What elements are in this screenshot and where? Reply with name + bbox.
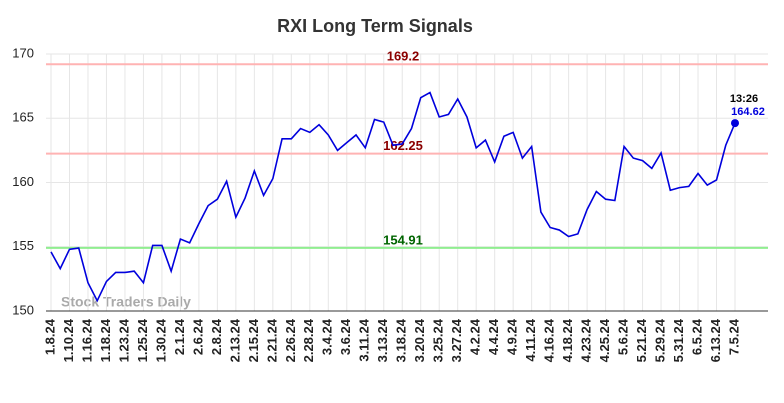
x-tick-label: 4.25.24 xyxy=(597,318,612,362)
watermark: Stock Traders Daily xyxy=(61,294,191,310)
y-tick-label: 170 xyxy=(12,45,34,60)
x-tick-label: 3.20.24 xyxy=(412,318,427,362)
x-tick-label: 3.27.24 xyxy=(449,318,464,362)
x-tick-label: 4.4.24 xyxy=(486,318,501,355)
x-tick-label: 3.18.24 xyxy=(394,318,409,362)
x-tick-label: 2.1.24 xyxy=(172,318,187,355)
x-tick-label: 1.18.24 xyxy=(98,318,113,362)
x-tick-label: 1.10.24 xyxy=(61,318,76,362)
y-tick-label: 150 xyxy=(12,302,34,317)
x-tick-label: 6.5.24 xyxy=(689,318,704,355)
reference-label: 169.2 xyxy=(387,49,420,64)
y-tick-label: 160 xyxy=(12,174,34,189)
x-tick-label: 1.25.24 xyxy=(135,318,150,362)
x-tick-label: 5.31.24 xyxy=(671,318,686,362)
x-tick-label: 3.6.24 xyxy=(338,318,353,355)
x-tick-label: 1.30.24 xyxy=(153,318,168,362)
x-tick-label: 2.26.24 xyxy=(283,318,298,362)
x-tick-label: 5.29.24 xyxy=(652,318,667,362)
x-tick-label: 4.18.24 xyxy=(560,318,575,362)
x-tick-label: 3.25.24 xyxy=(431,318,446,362)
chart-title: RXI Long Term Signals xyxy=(277,16,473,36)
reference-label: 162.25 xyxy=(383,138,423,153)
x-tick-label: 4.9.24 xyxy=(505,318,520,355)
last-point xyxy=(731,119,739,128)
last-time-label: 13:26 xyxy=(730,93,758,105)
x-tick-label: 5.6.24 xyxy=(616,318,631,355)
x-tick-label: 2.13.24 xyxy=(227,318,242,362)
x-tick-label: 3.13.24 xyxy=(375,318,390,362)
y-tick-label: 155 xyxy=(12,238,34,253)
x-tick-label: 2.21.24 xyxy=(264,318,279,362)
x-tick-label: 1.8.24 xyxy=(42,318,57,355)
last-value-label: 164.62 xyxy=(731,106,765,118)
x-tick-label: 1.23.24 xyxy=(116,318,131,362)
y-tick-label: 165 xyxy=(12,110,34,125)
x-tick-label: 2.28.24 xyxy=(301,318,316,362)
x-tick-label: 3.4.24 xyxy=(320,318,335,355)
x-tick-label: 1.16.24 xyxy=(79,318,94,362)
x-tick-label: 3.11.24 xyxy=(357,318,372,361)
x-tick-label: 4.23.24 xyxy=(579,318,594,362)
x-tick-label: 6.13.24 xyxy=(708,318,723,362)
x-tick-label: 5.21.24 xyxy=(634,318,649,362)
reference-label: 154.91 xyxy=(383,232,423,247)
x-tick-label: 2.6.24 xyxy=(190,318,205,355)
x-tick-label: 4.16.24 xyxy=(542,318,557,362)
x-tick-label: 2.15.24 xyxy=(246,318,261,362)
x-tick-label: 2.8.24 xyxy=(209,318,224,355)
x-tick-label: 7.5.24 xyxy=(726,318,741,355)
price-line xyxy=(50,91,736,303)
x-tick-label: 4.2.24 xyxy=(468,318,483,355)
x-tick-label: 4.11.24 xyxy=(523,318,538,361)
